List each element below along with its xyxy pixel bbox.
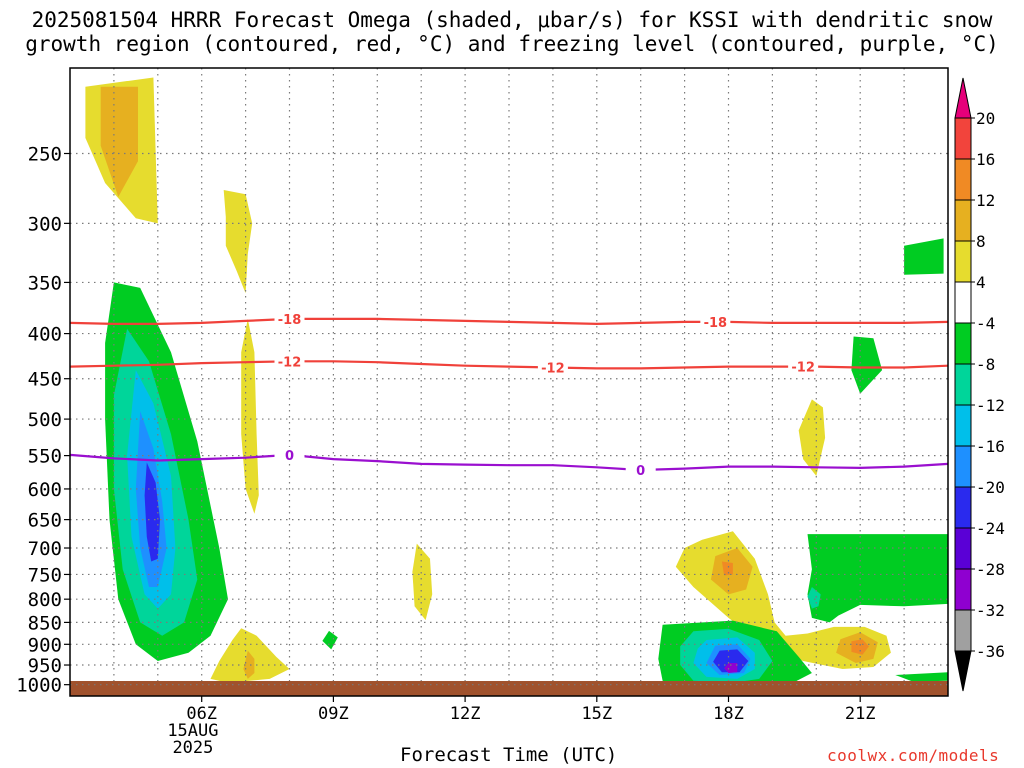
y-tick-label: 1000 <box>16 675 62 697</box>
colorbar-label: -32 <box>976 601 1005 620</box>
x-tick-label: 06Z <box>186 704 217 724</box>
colorbar-bottom-arrow <box>954 650 972 692</box>
colorbar-label: 16 <box>976 150 995 169</box>
contour-label--12: -12 <box>278 355 302 370</box>
y-tick-label: 500 <box>28 409 62 431</box>
y-tick-label: 300 <box>28 213 62 235</box>
omega-region-4 <box>144 462 160 562</box>
contour-label-bg <box>625 461 656 478</box>
grid-lines <box>70 68 948 686</box>
contour-label-bg <box>700 313 731 330</box>
colorbar-swatch <box>954 609 972 652</box>
y-tick-label: 800 <box>28 589 62 611</box>
omega-region-8 <box>241 318 259 514</box>
omega-region-16 <box>721 561 733 576</box>
colorbar-swatch <box>954 240 972 283</box>
chart-title-line-1: 2025081504 HRRR Forecast Omega (shaded, … <box>31 8 993 32</box>
y-tick-label: 850 <box>28 612 62 634</box>
chart-title-line-2: growth region (contoured, red, °C) and f… <box>25 32 999 56</box>
colorbar-swatch <box>954 404 972 447</box>
contour-label--18: -18 <box>278 313 302 328</box>
contour-label-bg <box>274 310 305 327</box>
omega-region-10 <box>243 650 255 679</box>
y-tick-label: 950 <box>28 655 62 677</box>
contour-label--18: -18 <box>704 316 728 331</box>
omega-region-24 <box>807 534 948 623</box>
colorbar-swatch <box>954 568 972 611</box>
x-tick-label: 12Z <box>450 704 481 724</box>
colorbar-label: 12 <box>976 191 995 210</box>
y-axis: 2503003504004505005506006507007508008509… <box>16 143 70 697</box>
contours: -18 -18 -12 -12 -12 0 0 <box>70 310 948 479</box>
y-tick-label: 250 <box>28 143 62 165</box>
colorbar-swatch <box>954 445 972 488</box>
y-tick-label: 900 <box>28 634 62 656</box>
contour-label-bg <box>537 359 568 376</box>
colorbar-label: 20 <box>976 109 995 128</box>
omega-shading <box>85 77 948 690</box>
colorbar-top-arrow <box>954 77 972 119</box>
omega-region-17 <box>851 639 869 655</box>
colorbar-swatch <box>954 281 972 324</box>
colorbar-label: -8 <box>976 355 995 374</box>
omega-region-23 <box>724 663 738 673</box>
colorbar-swatch <box>954 363 972 406</box>
plot-frame <box>69 67 949 697</box>
contour-label--12: -12 <box>791 361 815 376</box>
site-credit-link[interactable]: coolwx.com/models <box>827 746 1000 765</box>
contour-label-bg <box>274 353 305 370</box>
contour-line--18 <box>70 317 948 326</box>
omega-region-27 <box>904 238 944 275</box>
contour-label-0: 0 <box>285 449 294 464</box>
y-tick-label: 350 <box>28 272 62 294</box>
colorbar-label: -28 <box>976 560 1005 579</box>
contour-label-0: 0 <box>636 464 645 479</box>
colorbar-label: 4 <box>976 273 986 292</box>
contour-label-bg <box>274 446 305 463</box>
colorbar-label: -20 <box>976 478 1005 497</box>
contour-line-0 <box>70 453 948 472</box>
colorbar-swatch <box>954 486 972 529</box>
y-tick-label: 750 <box>28 564 62 586</box>
x-tick-label: 15Z <box>581 704 612 724</box>
omega-region-6 <box>100 86 138 197</box>
omega-region-11 <box>322 630 338 650</box>
colorbar-label: -4 <box>976 314 995 333</box>
omega-region-29 <box>798 399 826 476</box>
colorbar-swatch <box>954 199 972 242</box>
ground-surface <box>70 681 948 696</box>
y-tick-label: 700 <box>28 538 62 560</box>
colorbar-swatch <box>954 158 972 201</box>
colorbar-label: -16 <box>976 437 1005 456</box>
omega-region-25 <box>807 587 821 609</box>
colorbar-swatch <box>954 322 972 365</box>
y-tick-label: 650 <box>28 510 62 532</box>
x-axis-label: Forecast Time (UTC) <box>400 744 618 766</box>
date-label: 2025 <box>172 738 213 758</box>
x-tick-label: 09Z <box>318 704 349 724</box>
colorbar-label: -24 <box>976 519 1005 538</box>
y-tick-label: 600 <box>28 479 62 501</box>
date-label: 15AUG <box>167 721 218 741</box>
colorbar-swatch <box>954 527 972 570</box>
omega-region-22 <box>713 649 749 673</box>
omega-region-12 <box>412 543 433 621</box>
colorbar-label: -36 <box>976 642 1005 661</box>
omega-region-26 <box>895 672 948 682</box>
contour-label--12: -12 <box>541 361 565 376</box>
colorbar-label: 8 <box>976 232 986 251</box>
omega-region-28 <box>851 336 883 394</box>
x-tick-label: 21Z <box>845 704 876 724</box>
colorbar-label: -12 <box>976 396 1005 415</box>
colorbar: 20 16 12 8 4 -4 -8 -12 -16 -20 -24 -28 -32 -36 <box>954 77 1005 692</box>
y-tick-label: 550 <box>28 446 62 468</box>
omega-region-7 <box>223 190 253 294</box>
contour-label-bg <box>788 358 819 375</box>
y-tick-label: 400 <box>28 324 62 346</box>
y-tick-label: 450 <box>28 369 62 391</box>
colorbar-swatch <box>954 117 972 160</box>
x-tick-label: 18Z <box>713 704 744 724</box>
